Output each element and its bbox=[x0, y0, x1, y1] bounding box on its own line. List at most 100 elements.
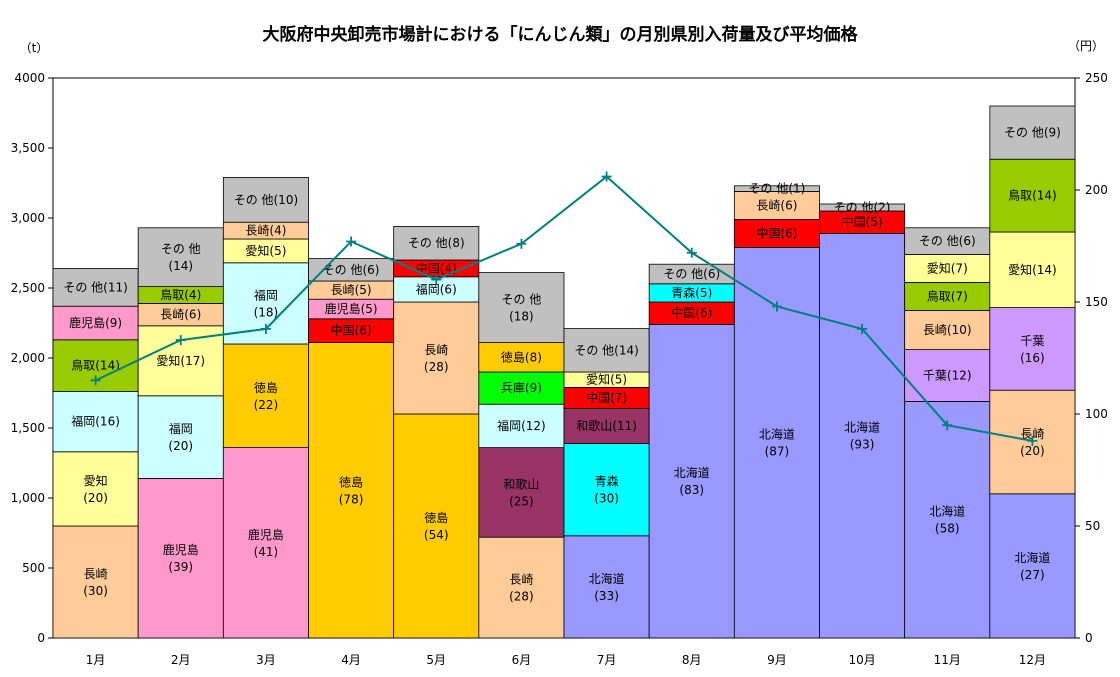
segment-sublabel: (16) bbox=[1020, 351, 1045, 365]
x-tick-label: 1月 bbox=[86, 653, 106, 667]
x-tick-label: 7月 bbox=[597, 653, 617, 667]
segment-label: 北海道 bbox=[674, 465, 710, 480]
segment-label: 愛知(7) bbox=[927, 261, 968, 275]
bar-segment bbox=[393, 225, 480, 261]
bar-segment bbox=[393, 301, 480, 415]
bar-segment bbox=[904, 400, 991, 639]
segment-label: 愛知(5) bbox=[245, 244, 286, 258]
right-tick-label: 100 bbox=[1085, 407, 1108, 421]
bar-segment bbox=[989, 307, 1076, 391]
left-tick-label: 2,000 bbox=[11, 351, 45, 365]
segment-label: 北海道 bbox=[1014, 550, 1050, 565]
segment-label: 和歌山(11) bbox=[576, 418, 637, 433]
bar-segment bbox=[819, 203, 906, 212]
segment-sublabel: (14) bbox=[168, 259, 193, 273]
right-tick-label: 150 bbox=[1085, 295, 1108, 309]
chart-title: 大阪府中央卸売市場計における「にんじん類」の月別県別入荷量及び平均価格 bbox=[263, 24, 859, 45]
bar-segment bbox=[478, 403, 565, 449]
price-point bbox=[771, 301, 782, 312]
left-tick-label: 3,000 bbox=[11, 211, 45, 225]
segment-sublabel: (41) bbox=[254, 545, 279, 559]
bar-segment bbox=[137, 477, 224, 639]
segment-sublabel: (27) bbox=[1020, 568, 1045, 582]
bar-segment bbox=[904, 227, 991, 255]
segment-label: 徳島 bbox=[254, 380, 278, 395]
bar-segment bbox=[563, 442, 650, 537]
segment-label: 長崎 bbox=[1020, 427, 1044, 441]
segment-label: 愛知(5) bbox=[586, 373, 627, 387]
segment-label: 福岡(6) bbox=[416, 281, 457, 296]
price-point bbox=[346, 236, 357, 247]
bar-segment bbox=[222, 447, 309, 639]
right-tick-label: 250 bbox=[1085, 71, 1108, 85]
segment-label: その 他 bbox=[502, 293, 542, 307]
bar-segment bbox=[478, 342, 565, 373]
x-tick-label: 12月 bbox=[1019, 653, 1046, 667]
segment-label: 鹿児島 bbox=[248, 527, 284, 542]
bar-segment bbox=[478, 371, 565, 405]
bar-segment bbox=[222, 343, 309, 448]
plot-area: 0 500 1,000 1,500 2,000 2,500 3,000 3,500 4000 0 5… bbox=[11, 71, 1108, 667]
segment-label: 鹿児島 bbox=[163, 542, 199, 557]
price-point bbox=[90, 375, 101, 386]
segment-label: 鳥取(14) bbox=[1008, 188, 1057, 203]
x-tick-label: 5月 bbox=[426, 653, 446, 667]
segment-label: 鳥取(4) bbox=[160, 287, 201, 302]
x-tick-label: 11月 bbox=[934, 653, 961, 667]
segment-label: その 他(8) bbox=[408, 236, 465, 250]
segment-label: 中国(5) bbox=[842, 214, 883, 229]
bar-segment bbox=[989, 105, 1076, 160]
x-tick-label: 3月 bbox=[256, 653, 276, 667]
bar-segment bbox=[563, 535, 650, 639]
segment-label: 北海道 bbox=[929, 504, 965, 519]
segment-label: 長崎(6) bbox=[160, 308, 201, 322]
segment-sublabel: (22) bbox=[254, 398, 279, 412]
segment-sublabel: (25) bbox=[509, 494, 534, 508]
bar-segment bbox=[222, 176, 309, 223]
segment-label: 青森 bbox=[595, 474, 619, 489]
bar-segment bbox=[52, 267, 139, 307]
segment-label: 長崎(10) bbox=[923, 323, 972, 337]
price-point bbox=[260, 323, 271, 334]
x-tick-label: 8月 bbox=[682, 653, 702, 667]
segment-label: 愛知 bbox=[84, 474, 108, 488]
right-axis-unit: （円） bbox=[1068, 39, 1104, 53]
price-point bbox=[686, 247, 697, 258]
bar-segment bbox=[393, 413, 480, 639]
segment-sublabel: (20) bbox=[1020, 444, 1045, 458]
segment-label: 福岡 bbox=[169, 421, 193, 436]
bar-segment bbox=[563, 407, 650, 444]
segment-sublabel: (30) bbox=[83, 584, 108, 598]
left-tick-label: 0 bbox=[37, 631, 45, 645]
bar-segment bbox=[52, 525, 139, 639]
segment-label: 中国(4) bbox=[416, 260, 457, 275]
bar-segment bbox=[904, 309, 991, 350]
segment-label: その 他(10) bbox=[234, 193, 298, 207]
segment-label: 千葉(12) bbox=[923, 369, 972, 383]
x-tick-label: 6月 bbox=[512, 653, 532, 667]
bar-segment bbox=[478, 447, 565, 538]
left-axis-unit: （t） bbox=[20, 41, 49, 55]
segment-label: 長崎 bbox=[84, 567, 108, 581]
segment-sublabel: (93) bbox=[850, 438, 875, 452]
segment-sublabel: (18) bbox=[254, 305, 279, 319]
segment-label: 鳥取(14) bbox=[71, 358, 120, 373]
segment-sublabel: (39) bbox=[168, 560, 193, 574]
segment-label: 兵庫(9) bbox=[501, 381, 542, 395]
segment-label: 和歌山 bbox=[503, 476, 539, 491]
segment-label: 長崎 bbox=[509, 573, 533, 587]
price-point bbox=[175, 335, 186, 346]
segment-label: その 他(11) bbox=[63, 280, 127, 294]
segment-label: 愛知(14) bbox=[1008, 263, 1057, 277]
segment-sublabel: (28) bbox=[424, 360, 449, 374]
price-point bbox=[1027, 435, 1038, 446]
price-point bbox=[431, 274, 442, 285]
segment-label: 鹿児島(9) bbox=[69, 315, 122, 330]
segment-label: 福岡(16) bbox=[71, 414, 120, 429]
price-point bbox=[601, 171, 612, 182]
segment-sublabel: (30) bbox=[594, 492, 619, 506]
left-tick-label: 3,500 bbox=[11, 141, 45, 155]
x-tick-label: 9月 bbox=[767, 653, 787, 667]
left-tick-label: 1,500 bbox=[11, 421, 45, 435]
